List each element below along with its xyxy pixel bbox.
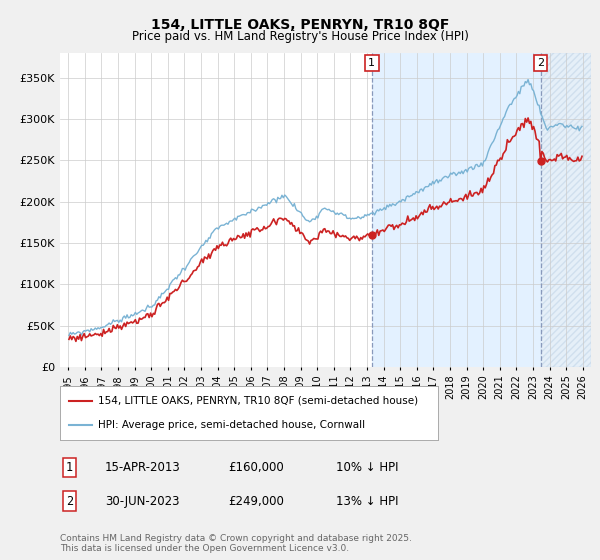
Text: 2: 2 [66, 494, 73, 508]
Text: 13% ↓ HPI: 13% ↓ HPI [336, 494, 398, 508]
Text: 10% ↓ HPI: 10% ↓ HPI [336, 461, 398, 474]
Text: 1: 1 [368, 58, 375, 68]
Bar [372, 53, 541, 367]
Text: 154, LITTLE OAKS, PENRYN, TR10 8QF: 154, LITTLE OAKS, PENRYN, TR10 8QF [151, 18, 449, 32]
Text: 30-JUN-2023: 30-JUN-2023 [105, 494, 179, 508]
Text: £160,000: £160,000 [228, 461, 284, 474]
Text: HPI: Average price, semi-detached house, Cornwall: HPI: Average price, semi-detached house,… [98, 420, 365, 430]
Bar [541, 53, 591, 367]
Text: 2: 2 [537, 58, 544, 68]
Text: 15-APR-2013: 15-APR-2013 [105, 461, 181, 474]
Text: Price paid vs. HM Land Registry's House Price Index (HPI): Price paid vs. HM Land Registry's House … [131, 30, 469, 43]
Text: 1: 1 [66, 461, 73, 474]
Text: £249,000: £249,000 [228, 494, 284, 508]
Text: 154, LITTLE OAKS, PENRYN, TR10 8QF (semi-detached house): 154, LITTLE OAKS, PENRYN, TR10 8QF (semi… [98, 396, 418, 406]
Text: Contains HM Land Registry data © Crown copyright and database right 2025.
This d: Contains HM Land Registry data © Crown c… [60, 534, 412, 553]
